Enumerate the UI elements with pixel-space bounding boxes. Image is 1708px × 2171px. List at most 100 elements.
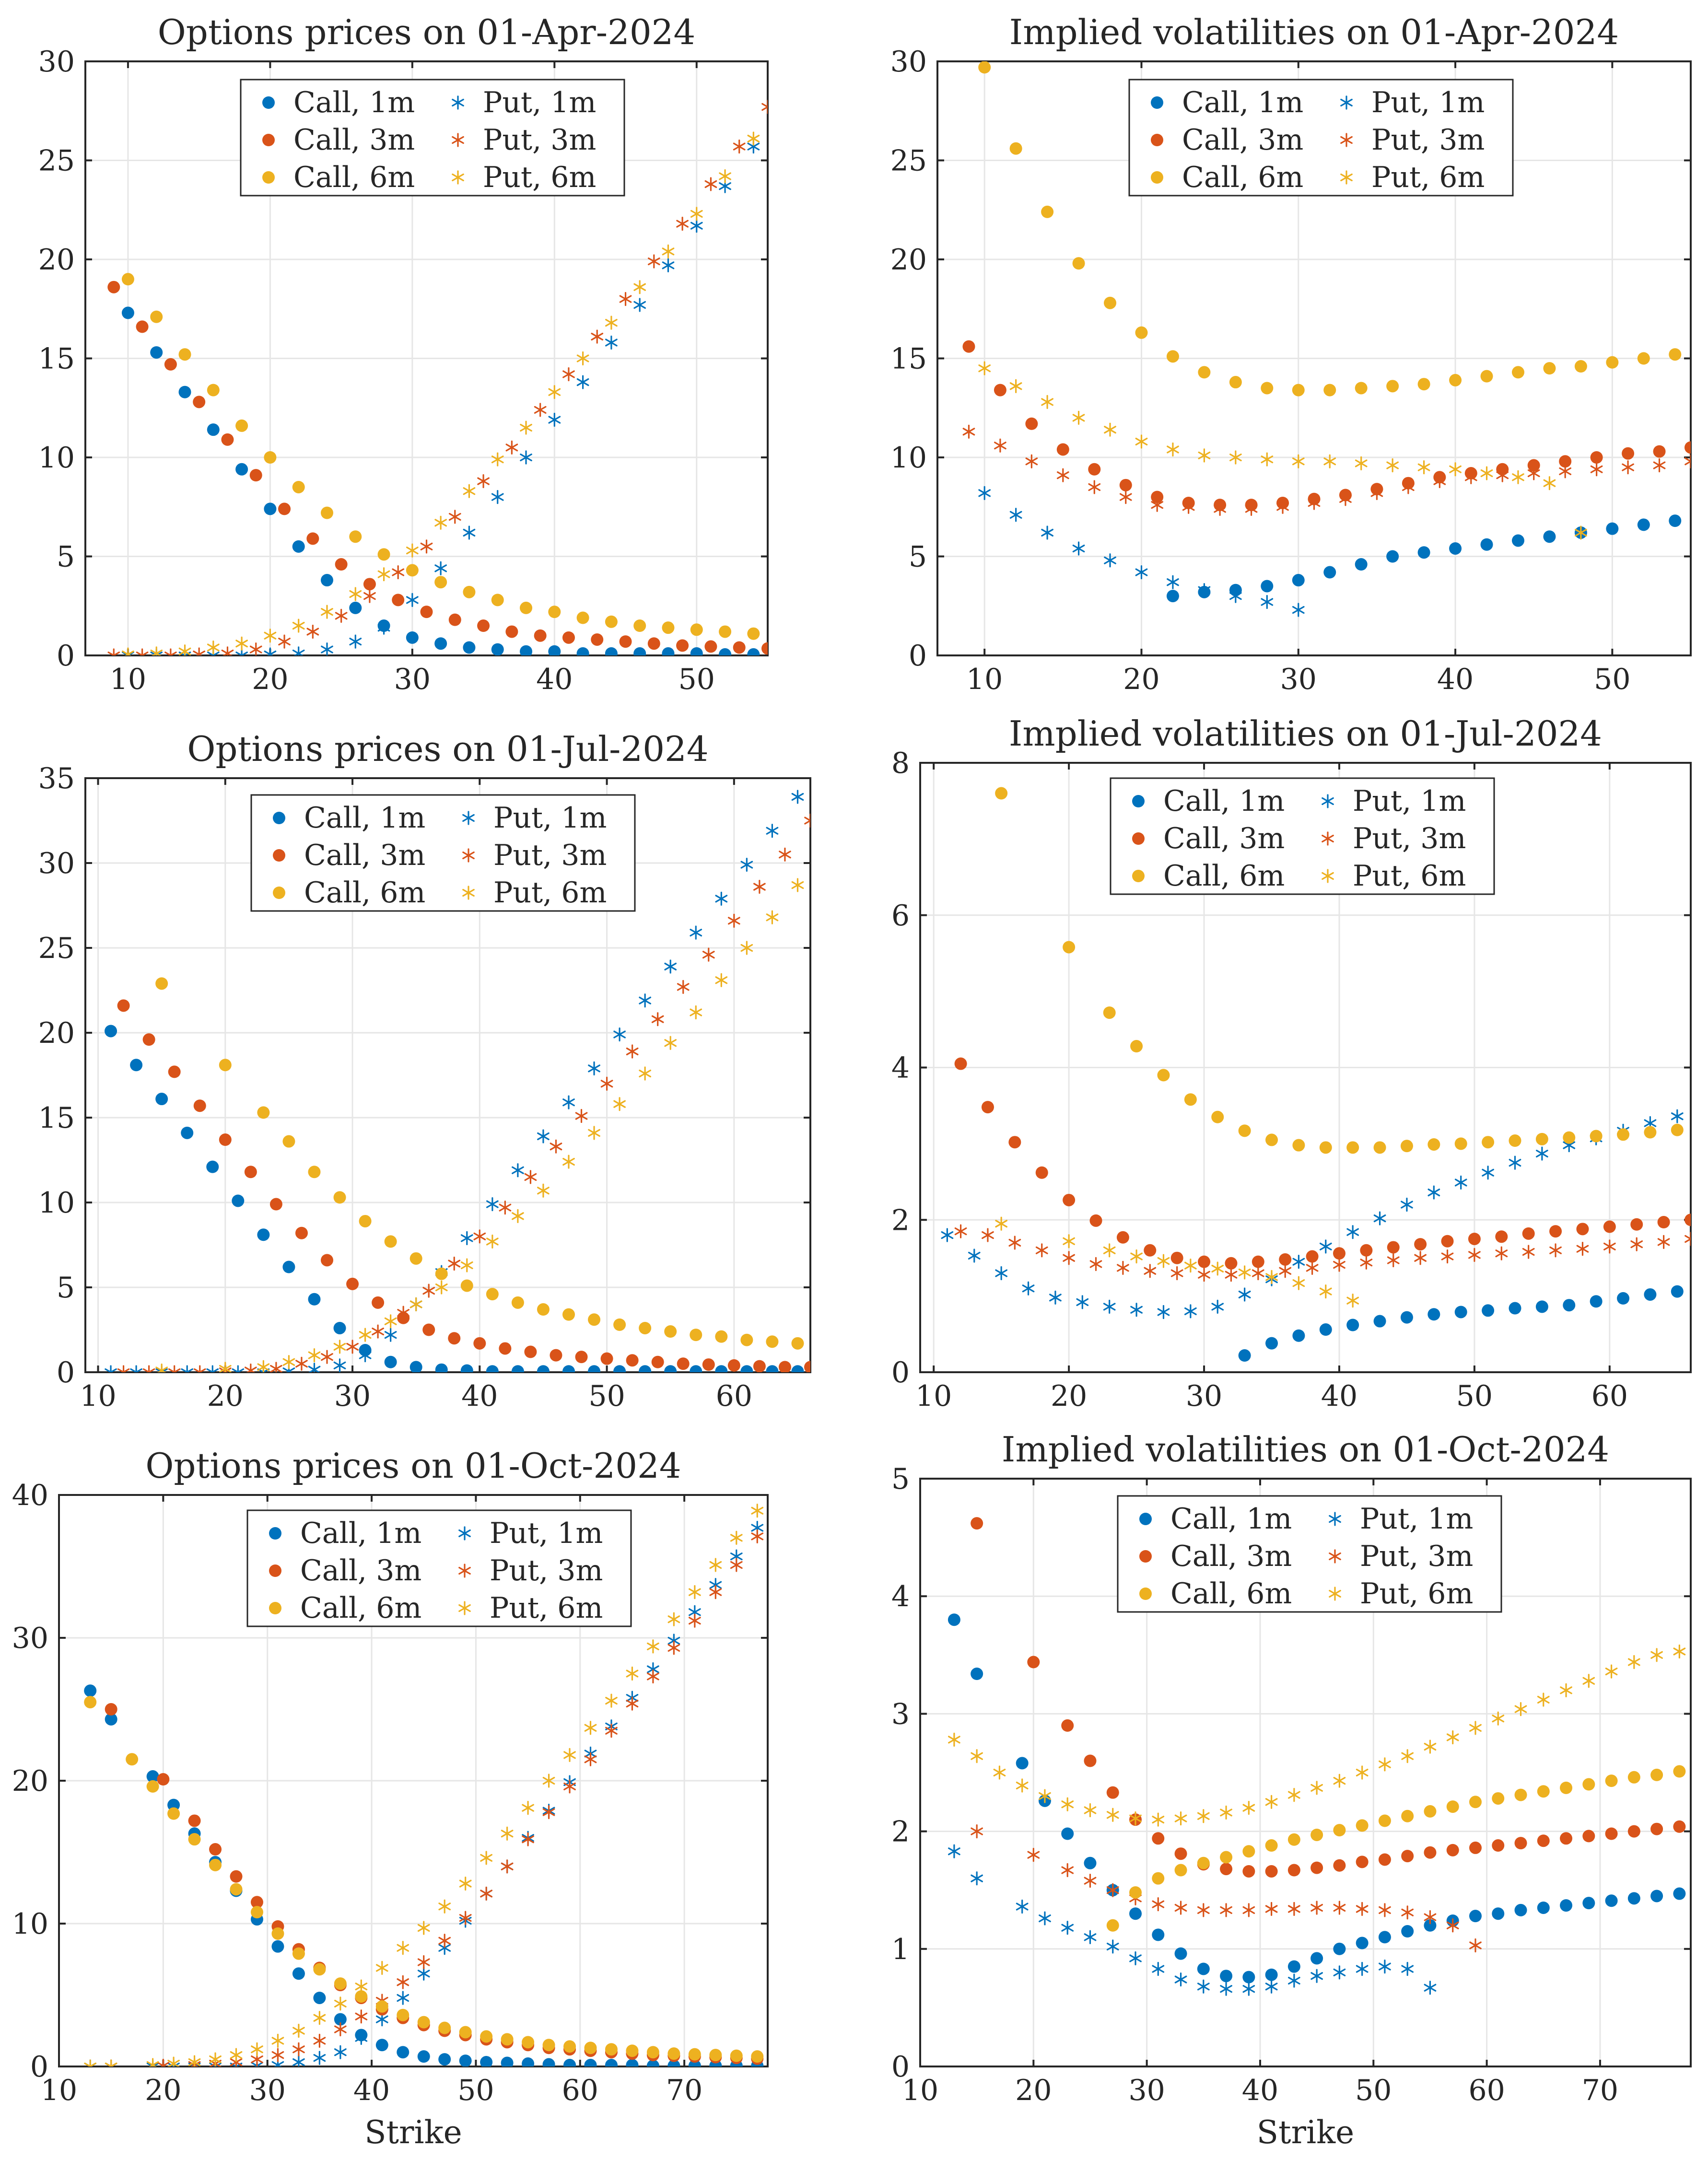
data-point: [1265, 1795, 1278, 1809]
legend-entry: Call, 1m: [304, 801, 425, 835]
data-point: [1480, 538, 1493, 551]
data-point: [463, 641, 476, 654]
data-point: [605, 2059, 618, 2066]
data-point: [438, 2021, 451, 2034]
data-point: [1287, 1864, 1300, 1877]
data-point: [1292, 384, 1305, 397]
data-point: [1673, 1887, 1686, 1900]
data-point: [1152, 1928, 1165, 1941]
data-point: [1379, 1959, 1391, 1974]
y-tick-label: 2: [891, 1203, 910, 1237]
legend-marker: [462, 811, 475, 825]
data-point: [1319, 1323, 1332, 1336]
data-point: [136, 648, 149, 655]
data-point: [244, 1166, 257, 1179]
y-tick-label: 3: [891, 1697, 910, 1731]
data-point: [1469, 1938, 1482, 1953]
data-point: [375, 2039, 388, 2052]
data-point: [1446, 1800, 1459, 1813]
data-point: [1129, 1951, 1142, 1966]
data-point: [346, 1340, 359, 1354]
data-point: [1027, 1848, 1040, 1862]
data-point: [1512, 470, 1524, 484]
data-point: [1560, 1899, 1573, 1912]
data-point: [1238, 1124, 1251, 1137]
data-point: [639, 993, 652, 1008]
data-point: [359, 1214, 372, 1227]
x-tick-label: 40: [461, 1379, 498, 1413]
data-point: [422, 1284, 435, 1298]
data-point: [1103, 1006, 1116, 1019]
data-point: [1242, 1865, 1255, 1878]
data-point: [1527, 466, 1540, 480]
data-point: [384, 1328, 397, 1342]
data-point: [740, 1365, 753, 1372]
legend-entry: Call, 6m: [293, 161, 415, 194]
y-tick-label: 10: [12, 1907, 48, 1941]
data-point: [1373, 1141, 1386, 1154]
data-point: [1378, 1814, 1391, 1827]
data-point: [978, 61, 991, 74]
data-point: [563, 1779, 576, 1794]
data-point: [667, 1641, 680, 1655]
data-point: [278, 502, 291, 515]
data-point: [978, 486, 991, 500]
data-point: [1417, 460, 1430, 475]
data-point: [664, 959, 677, 974]
legend-marker: [262, 171, 275, 184]
data-point: [435, 1280, 448, 1295]
data-point: [491, 594, 504, 607]
data-point: [1242, 1982, 1255, 1996]
data-point: [142, 1365, 155, 1372]
data-point: [766, 1365, 779, 1372]
data-point: [1287, 1960, 1300, 1973]
data-point: [1016, 1757, 1029, 1770]
data-point: [550, 1139, 562, 1154]
data-point: [1129, 1907, 1142, 1920]
data-point: [1590, 451, 1603, 464]
data-point: [1454, 1175, 1467, 1190]
data-point: [1536, 1146, 1548, 1161]
data-point: [626, 1696, 639, 1711]
y-tick-label: 20: [38, 243, 75, 277]
data-point: [1063, 1193, 1076, 1206]
data-point: [372, 1296, 385, 1309]
data-point: [84, 1696, 97, 1709]
series-put-3m: [107, 100, 768, 655]
y-tick-label: 5: [57, 540, 75, 574]
data-point: [292, 1967, 305, 1980]
x-tick-label: 30: [1128, 2074, 1165, 2107]
data-point: [562, 1095, 575, 1109]
data-point: [1650, 1648, 1663, 1662]
data-point: [1356, 1856, 1369, 1868]
data-point: [667, 1612, 680, 1626]
data-point: [1414, 1251, 1427, 1265]
data-point: [1576, 1242, 1589, 1256]
data-point: [1211, 1299, 1224, 1314]
legend-marker: [262, 96, 275, 109]
data-point: [733, 139, 746, 154]
data-point: [1220, 1863, 1233, 1876]
chart-title: Options prices on 01-Oct-2024: [145, 1446, 681, 1486]
data-point: [791, 1337, 804, 1350]
data-point: [751, 1504, 764, 1518]
data-point: [295, 1226, 308, 1239]
data-point: [1152, 1897, 1165, 1912]
data-point: [1119, 479, 1132, 491]
data-point: [562, 631, 575, 644]
data-point: [1685, 1232, 1691, 1246]
data-point: [690, 207, 703, 221]
data-point: [292, 1947, 305, 1960]
data-point: [230, 1870, 243, 1883]
data-point: [1685, 454, 1691, 468]
data-point: [181, 1365, 194, 1372]
legend-entry: Call, 6m: [1182, 161, 1303, 194]
y-tick-label: 35: [38, 762, 75, 795]
series-call-6m: [995, 787, 1684, 1154]
data-point: [751, 1529, 764, 1544]
data-point: [417, 1966, 430, 1981]
data-point: [1537, 1901, 1550, 1914]
data-point: [778, 1361, 791, 1372]
data-point: [1346, 1141, 1359, 1154]
